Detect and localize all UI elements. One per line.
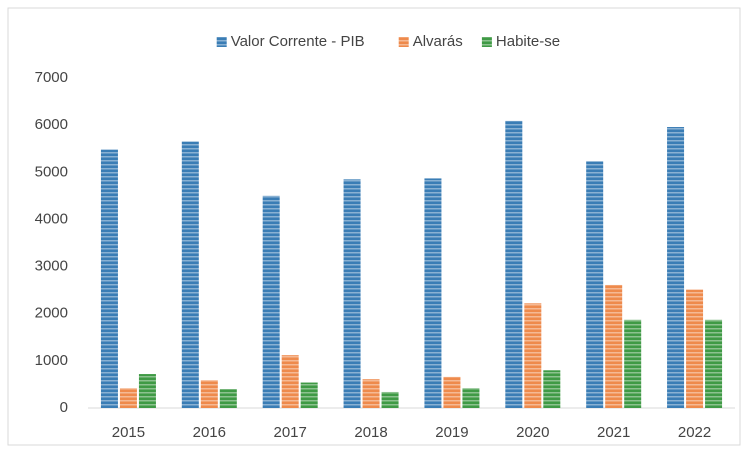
y-tick-label: 3000	[35, 258, 68, 275]
bar	[362, 379, 380, 408]
y-tick-label: 4000	[35, 210, 68, 227]
bar	[443, 376, 461, 408]
bar	[686, 289, 704, 408]
bar	[100, 149, 118, 408]
bar	[524, 303, 542, 408]
x-tick-label: 2020	[516, 424, 549, 441]
bar	[624, 319, 642, 408]
legend-swatch	[216, 37, 227, 47]
chart-frame	[7, 7, 741, 446]
bar	[705, 319, 723, 408]
bar	[300, 382, 318, 408]
legend-swatch	[481, 37, 492, 47]
bar	[424, 178, 442, 408]
y-tick-label: 6000	[35, 116, 68, 133]
bar	[119, 388, 137, 408]
bar	[462, 388, 480, 408]
bar	[667, 127, 685, 409]
bar	[181, 141, 199, 408]
legend-label: Alvarás	[413, 33, 463, 50]
x-tick-label: 2019	[435, 424, 468, 441]
x-tick-label: 2017	[274, 424, 307, 441]
bar	[586, 161, 604, 408]
bar	[262, 195, 280, 408]
bar	[543, 370, 561, 408]
legend-label: Valor Corrente - PIB	[231, 33, 365, 50]
bar	[381, 391, 399, 408]
y-tick-label: 2000	[35, 305, 68, 322]
x-tick-label: 2022	[678, 424, 711, 441]
bar	[281, 355, 299, 408]
bar	[343, 179, 361, 408]
bar	[505, 120, 523, 409]
legend-swatch	[398, 37, 409, 47]
legend-label: Habite-se	[496, 33, 560, 50]
x-tick-label: 2016	[193, 424, 226, 441]
y-tick-label: 5000	[35, 163, 68, 180]
y-tick-label: 0	[60, 399, 68, 416]
bar	[605, 284, 623, 408]
x-tick-label: 2018	[354, 424, 387, 441]
x-tick-label: 2015	[112, 424, 145, 441]
y-tick-label: 1000	[35, 352, 68, 369]
bar	[200, 380, 218, 408]
x-tick-label: 2021	[597, 424, 630, 441]
bar	[219, 389, 237, 408]
bar	[138, 374, 156, 408]
y-tick-label: 7000	[35, 69, 68, 86]
